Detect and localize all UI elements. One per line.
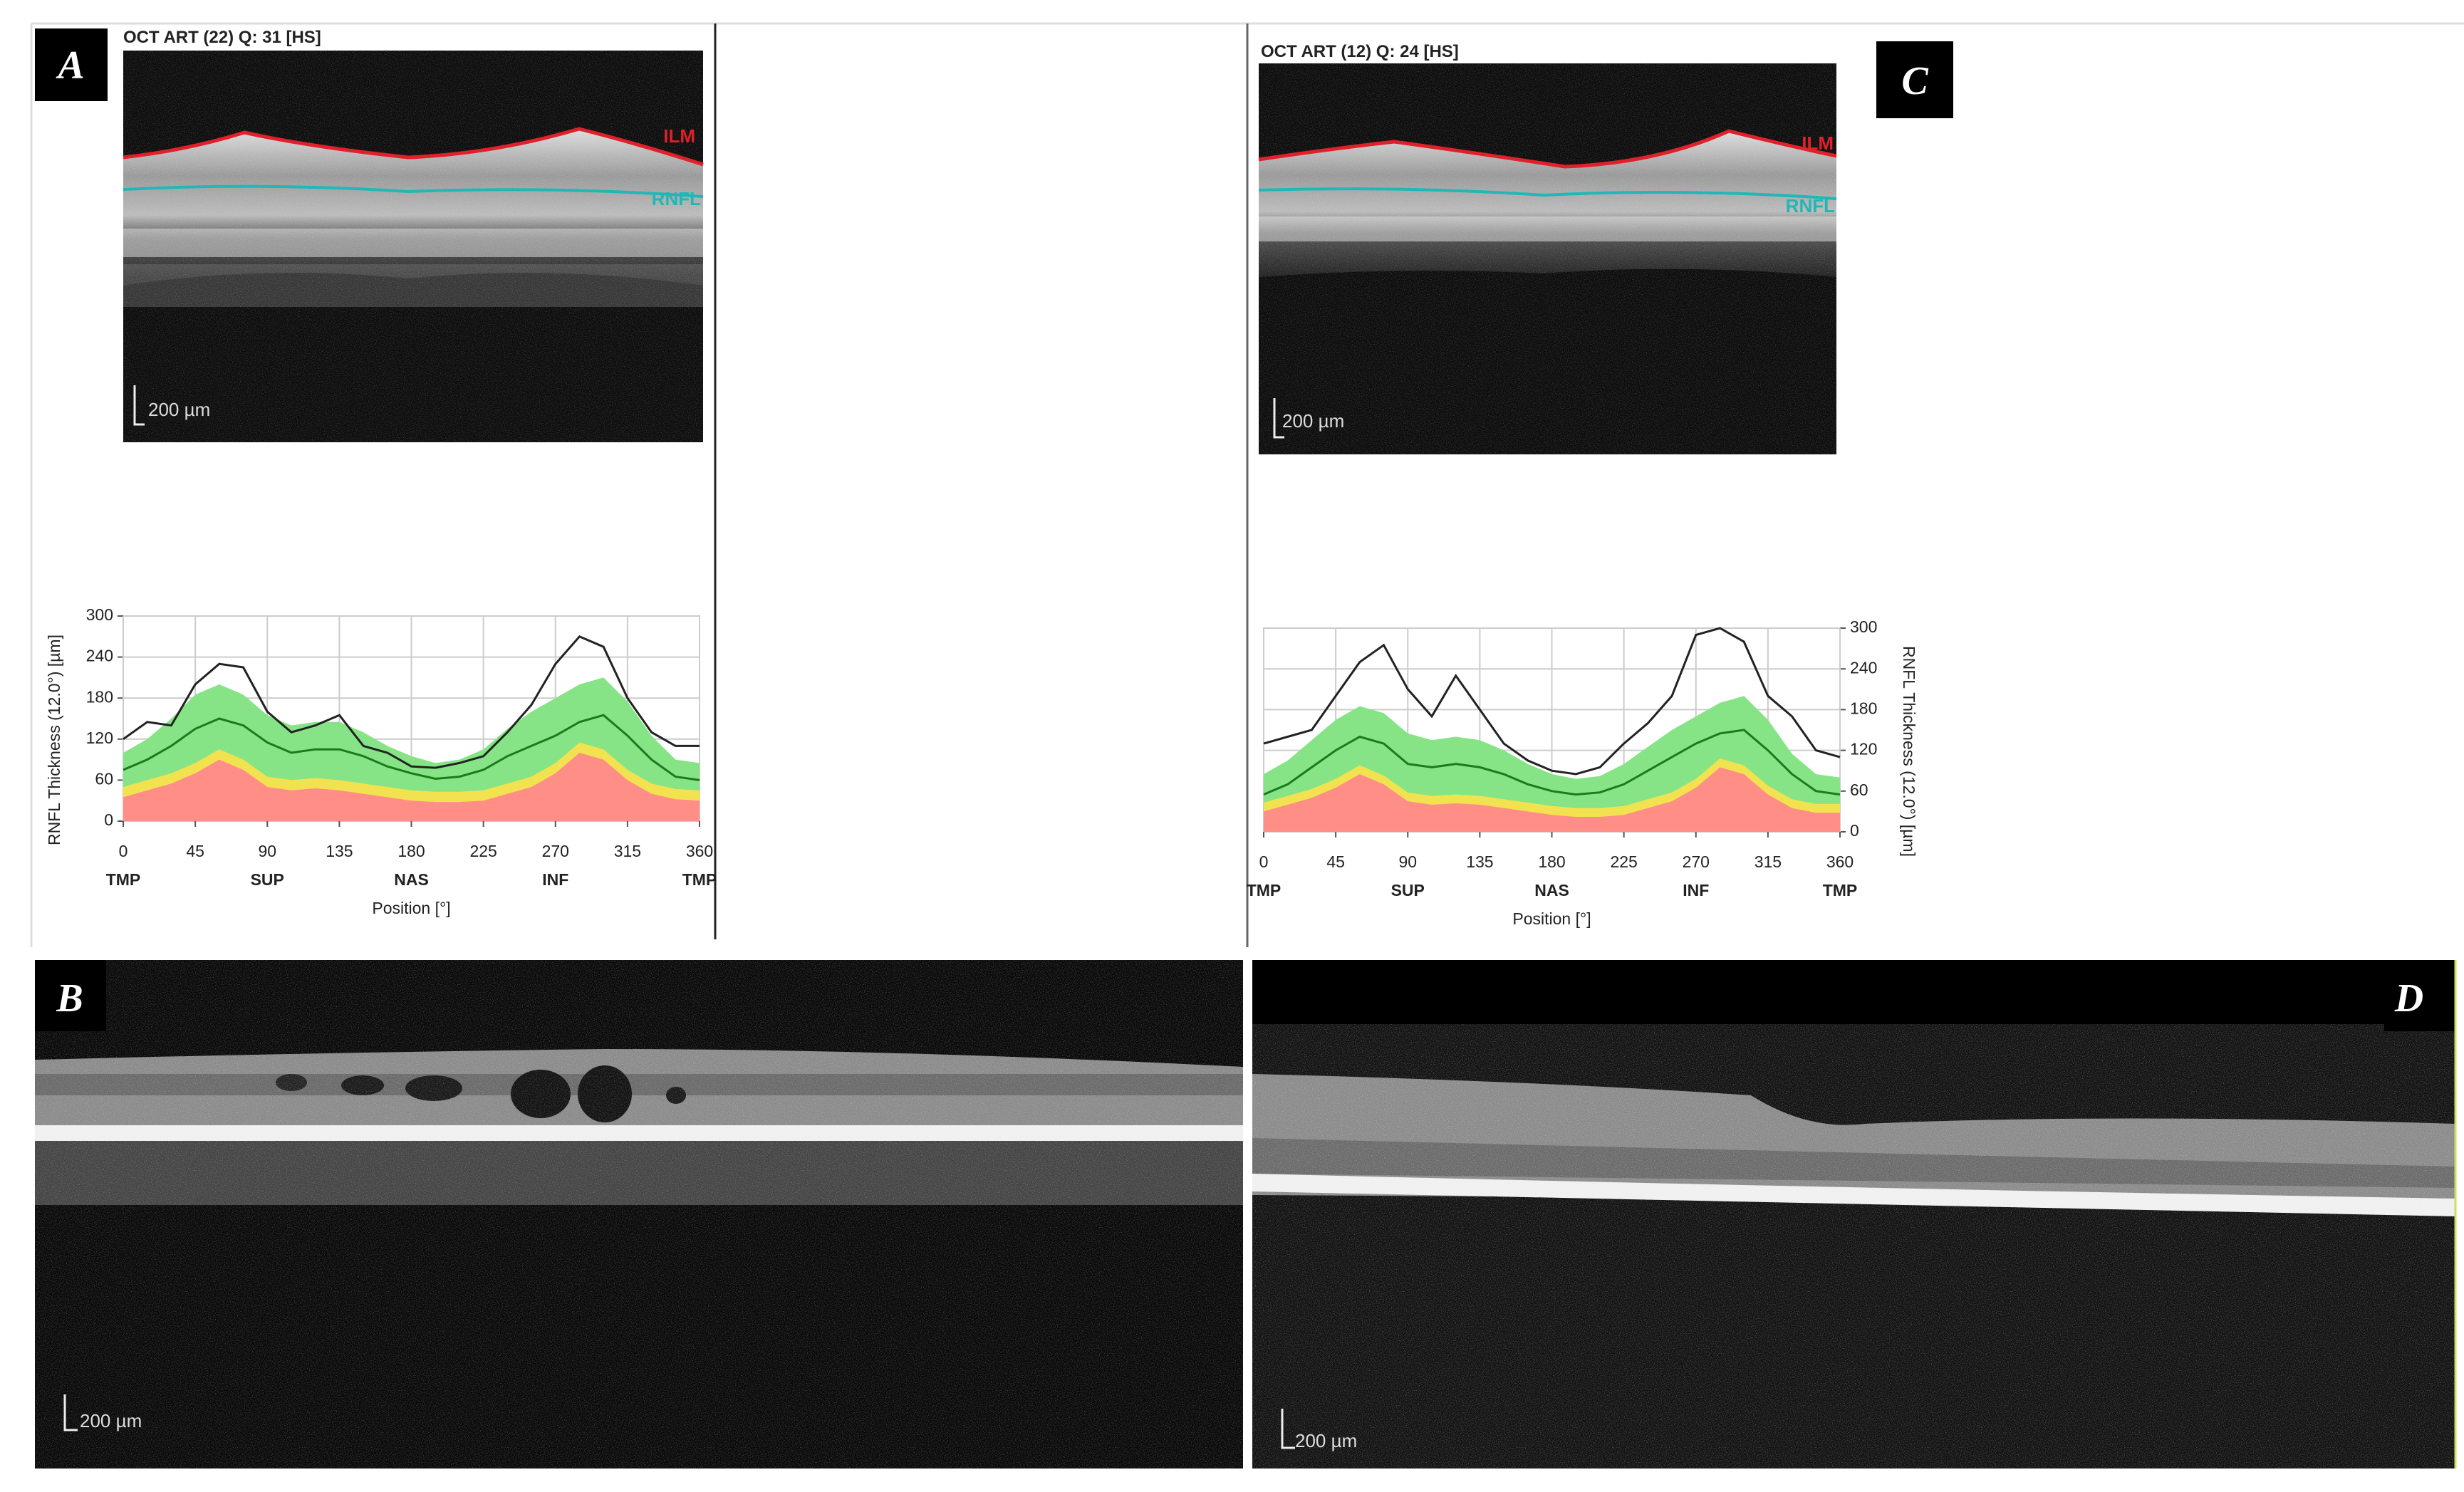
region-label: TMP: [1247, 881, 1282, 899]
panel-label: D: [2394, 976, 2423, 1021]
ilm-label: ILM: [663, 125, 695, 147]
series-line: [1263, 627, 1841, 776]
y-axis-title: RNFL Thickness (12.0°) [µm]: [1900, 646, 1918, 857]
x-tick-label: 225: [469, 842, 497, 860]
x-tick-label: 90: [258, 842, 276, 860]
series-line: [123, 714, 700, 781]
region-label: TMP: [106, 870, 141, 889]
region-label: SUP: [1391, 881, 1425, 899]
x-axis-title: Position [°]: [372, 899, 450, 917]
panel-label-box: [1876, 41, 1953, 118]
image-header: OCT ART (22) Q: 31 [HS]: [123, 28, 321, 47]
x-tick-label: 225: [1610, 852, 1637, 871]
scale-label: 200 µm: [80, 1410, 142, 1431]
x-tick-label: 360: [1826, 852, 1854, 871]
y-tick-label: 60: [95, 769, 113, 788]
x-tick-label: 315: [614, 842, 641, 860]
ilm-label: ILM: [1802, 132, 1834, 154]
x-tick-label: 135: [1466, 852, 1493, 871]
scale-label: 200 µm: [1295, 1430, 1357, 1451]
scale-label: 200 µm: [148, 399, 210, 420]
series-line: [123, 635, 700, 769]
region-label: INF: [542, 870, 568, 889]
rnfl-label: RNFL: [1786, 195, 1835, 217]
x-tick-label: 135: [326, 842, 353, 860]
panel-label: A: [56, 43, 84, 88]
x-tick-label: 45: [1326, 852, 1345, 871]
scale-label: 200 µm: [1282, 410, 1344, 432]
region-label: INF: [1683, 881, 1709, 899]
region-label: SUP: [251, 870, 284, 889]
y-tick-label: 180: [86, 687, 113, 706]
region-label: NAS: [1534, 881, 1569, 899]
x-tick-label: 270: [1683, 852, 1710, 871]
x-tick-label: 45: [186, 842, 204, 860]
band-area: [1264, 767, 1840, 832]
y-tick-label: 0: [104, 810, 113, 829]
y-tick-label: 180: [1850, 699, 1877, 717]
y-tick-label: 60: [1850, 781, 1868, 799]
x-tick-label: 180: [1538, 852, 1565, 871]
x-tick-label: 0: [119, 842, 128, 860]
x-axis-title: Position [°]: [1512, 909, 1591, 928]
y-axis-title: RNFL Thickness (12.0°) [µm]: [45, 635, 63, 845]
image-header: OCT ART (12) Q: 24 [HS]: [1261, 42, 1459, 61]
oct-image: [1258, 63, 1837, 454]
y-tick-label: 0: [1850, 821, 1859, 840]
y-tick-label: 240: [1850, 658, 1877, 677]
oct-image: [1252, 960, 2455, 1468]
oct-image: [35, 960, 1243, 1468]
y-tick-label: 120: [86, 729, 113, 747]
region-label: NAS: [394, 870, 429, 889]
x-tick-label: 90: [1398, 852, 1417, 871]
y-tick-label: 300: [1850, 617, 1877, 636]
x-tick-label: 315: [1755, 852, 1782, 871]
x-tick-label: 270: [542, 842, 569, 860]
x-tick-label: 360: [686, 842, 713, 860]
panel-label: C: [1901, 59, 1928, 103]
region-label: TMP: [1823, 881, 1858, 899]
oct-image: [123, 51, 704, 442]
region-label: TMP: [682, 870, 717, 889]
y-tick-label: 300: [86, 605, 113, 624]
panel-label-box: [35, 28, 108, 101]
x-tick-label: 0: [1259, 852, 1269, 871]
band-area: [123, 753, 700, 821]
series-line: [1263, 729, 1841, 796]
y-tick-label: 120: [1850, 740, 1877, 758]
y-tick-label: 240: [86, 647, 113, 665]
x-tick-label: 180: [397, 842, 425, 860]
rnfl-label: RNFL: [652, 188, 701, 209]
panel-label: B: [56, 976, 83, 1021]
